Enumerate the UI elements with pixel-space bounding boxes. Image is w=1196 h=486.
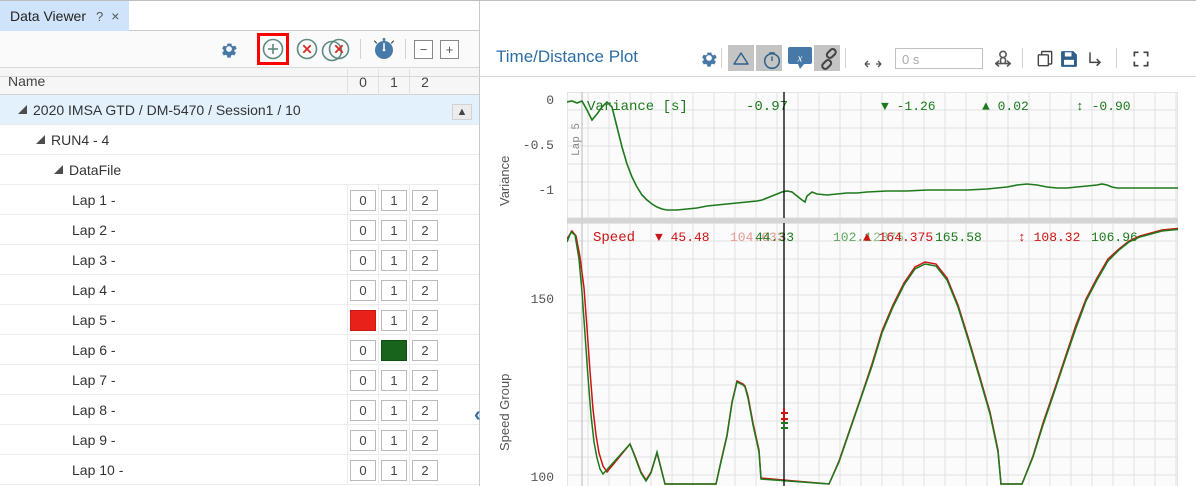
svg-text:104.633: 104.633: [730, 230, 785, 245]
svg-text:165.58: 165.58: [935, 230, 982, 245]
svg-text:x: x: [797, 53, 803, 65]
svg-text:▼ 45.48: ▼ 45.48: [655, 230, 710, 245]
svg-text:102.1: 102.1: [833, 230, 872, 245]
svg-text:▲ 0.02: ▲ 0.02: [982, 99, 1029, 114]
svg-text:▲ 164.375: ▲ 164.375: [863, 230, 933, 245]
svg-text:2375: 2375: [873, 230, 904, 245]
svg-text:Variance [s]: Variance [s]: [587, 99, 688, 115]
svg-text:↕ -0.90: ↕ -0.90: [1076, 99, 1131, 114]
svg-text:↕ 108.32: ↕ 108.32: [1018, 230, 1080, 245]
svg-text:106.96: 106.96: [1091, 230, 1138, 245]
svg-text:-0.97: -0.97: [746, 99, 788, 115]
svg-text:44.33: 44.33: [755, 230, 794, 245]
svg-text:▼ -1.26: ▼ -1.26: [881, 99, 936, 114]
svg-text:Lap 5: Lap 5: [571, 123, 583, 156]
svg-text:Speed: Speed: [593, 230, 635, 246]
